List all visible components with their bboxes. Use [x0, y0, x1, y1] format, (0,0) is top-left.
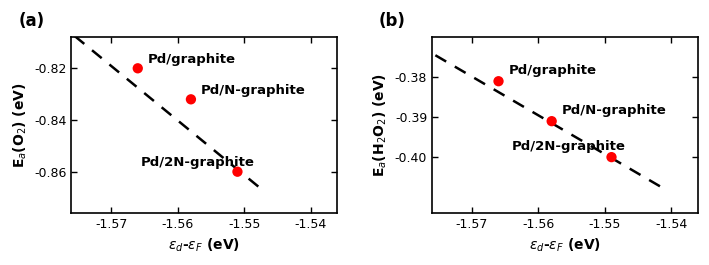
Y-axis label: E$_a$(O$_2$) (eV): E$_a$(O$_2$) (eV) — [11, 82, 28, 168]
Text: (b): (b) — [379, 12, 406, 30]
Point — [132, 66, 143, 70]
Text: Pd/N-graphite: Pd/N-graphite — [562, 104, 666, 117]
Point — [185, 97, 196, 101]
Point — [546, 119, 557, 123]
Text: Pd/N-graphite: Pd/N-graphite — [201, 84, 306, 97]
X-axis label: $\varepsilon$$_d$-$\varepsilon$$_F$ (eV): $\varepsilon$$_d$-$\varepsilon$$_F$ (eV) — [168, 236, 240, 254]
Point — [232, 170, 243, 174]
Point — [605, 155, 617, 159]
Text: Pd/2N-graphite: Pd/2N-graphite — [512, 140, 625, 153]
Text: Pd/graphite: Pd/graphite — [147, 53, 235, 66]
X-axis label: $\varepsilon$$_d$-$\varepsilon$$_F$ (eV): $\varepsilon$$_d$-$\varepsilon$$_F$ (eV) — [529, 236, 601, 254]
Y-axis label: E$_a$(H$_2$O$_2$) (eV): E$_a$(H$_2$O$_2$) (eV) — [372, 73, 389, 177]
Text: Pd/2N-graphite: Pd/2N-graphite — [141, 156, 255, 169]
Text: Pd/graphite: Pd/graphite — [508, 64, 596, 77]
Text: (a): (a) — [18, 12, 44, 30]
Point — [493, 79, 504, 83]
